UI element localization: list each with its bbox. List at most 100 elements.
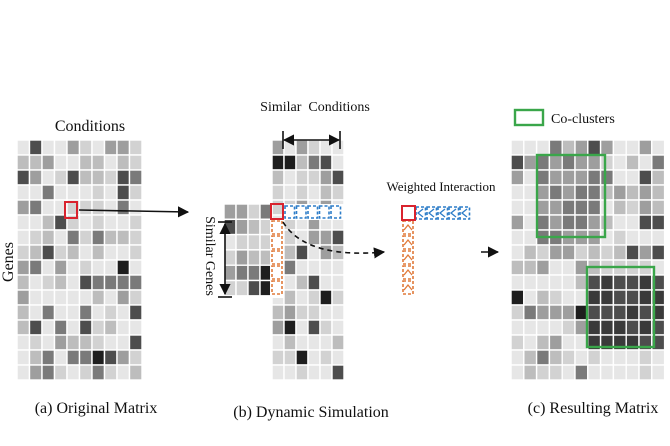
matrix-cell — [41, 259, 56, 276]
result-cell — [599, 139, 615, 156]
matrix-cell — [53, 334, 68, 351]
matrix-cell — [66, 154, 81, 171]
matrix-cell — [78, 334, 93, 351]
matrix-cell — [28, 334, 43, 351]
result-cell — [574, 244, 589, 261]
result-cell — [535, 304, 551, 321]
cross-cell — [331, 184, 345, 201]
result-cell — [651, 199, 666, 216]
matrix-cell — [128, 154, 143, 171]
result-cell — [638, 229, 653, 246]
cross-cell — [307, 229, 321, 246]
result-cell — [599, 349, 615, 366]
matrix-cell — [128, 244, 143, 261]
result-cell — [574, 184, 589, 201]
result-cell — [523, 184, 538, 201]
result-cell — [523, 334, 538, 351]
result-cell — [651, 349, 666, 366]
similar-conditions-strip — [282, 204, 344, 220]
cross-cell — [331, 259, 345, 276]
matrix-cell — [28, 274, 43, 291]
result-cell — [638, 319, 653, 336]
similar-genes-label: Similar Genes — [202, 216, 217, 296]
result-cell — [548, 274, 563, 291]
matrix-cell — [116, 304, 131, 321]
result-cell — [574, 154, 589, 171]
result-cell — [574, 169, 589, 186]
result-cell — [599, 199, 615, 216]
result-cell — [599, 364, 615, 381]
cross-cell — [295, 244, 309, 261]
matrix-cell — [128, 229, 143, 246]
matrix-cell — [116, 289, 131, 306]
matrix-cell — [78, 169, 93, 186]
matrix-cell — [28, 229, 43, 246]
result-cell — [561, 349, 576, 366]
result-cell — [599, 169, 615, 186]
cross-cell — [271, 319, 285, 336]
result-cell — [548, 349, 563, 366]
weighted-focal-cell — [401, 205, 416, 221]
result-cell — [510, 364, 525, 381]
result-cell — [548, 139, 563, 156]
result-cell — [599, 304, 615, 321]
matrix-cell — [78, 229, 93, 246]
result-cell — [535, 139, 551, 156]
matrix-cell — [103, 199, 118, 216]
cross-cell — [307, 184, 321, 201]
matrix-cell — [91, 259, 106, 276]
result-cell — [523, 214, 538, 231]
result-cell — [638, 199, 653, 216]
matrix-cell — [116, 199, 131, 216]
matrix-cell — [53, 319, 68, 336]
matrix-cell — [41, 304, 56, 321]
cross-cell — [295, 334, 309, 351]
matrix-cell — [103, 244, 118, 261]
panel-c-resulting-matrix: Co-clusters (c) Resulting Matrix — [510, 108, 666, 417]
matrix-cell — [78, 214, 93, 231]
cross-cell — [319, 229, 333, 246]
cross-cell — [283, 289, 297, 306]
weight-arrow-mark — [403, 283, 413, 291]
matrix-cell — [78, 244, 93, 261]
cross-cell — [319, 274, 333, 291]
co-cluster-legend-label: Co-clusters — [551, 112, 615, 127]
matrix-cell — [91, 139, 106, 156]
result-cell — [523, 139, 538, 156]
result-cell — [651, 169, 666, 186]
matrix-cell — [116, 214, 131, 231]
result-cell — [548, 304, 563, 321]
matrix-cell — [103, 214, 118, 231]
result-cell — [510, 199, 525, 216]
cross-cell — [271, 304, 285, 321]
matrix-cell — [103, 334, 118, 351]
weight-arrow-mark — [449, 208, 457, 218]
cross-cell — [295, 319, 309, 336]
weight-arrow-mark — [403, 223, 413, 231]
matrix-cell — [28, 139, 43, 156]
matrix-cell — [103, 319, 118, 336]
result-cell — [510, 214, 525, 231]
matrix-cell — [103, 349, 118, 366]
result-cell — [612, 304, 627, 321]
matrix-cell — [41, 334, 56, 351]
matrix-cell — [78, 364, 93, 381]
result-cell — [599, 184, 615, 201]
result-cell — [612, 274, 627, 291]
result-cell — [548, 169, 563, 186]
result-cell — [612, 319, 627, 336]
weighted-condition-cell — [448, 206, 460, 220]
matrix-cell — [128, 274, 143, 291]
result-cell — [510, 304, 525, 321]
matrix-cell — [66, 274, 81, 291]
result-cell — [535, 319, 551, 336]
result-cell — [587, 169, 602, 186]
matrix-cell — [16, 364, 31, 381]
cross-cell — [295, 184, 309, 201]
matrix-cell — [116, 349, 131, 366]
similar-conditions-label: Similar Conditions — [260, 100, 370, 115]
result-cell — [561, 154, 576, 171]
weighted-condition-cell — [426, 206, 438, 220]
result-cell — [561, 334, 576, 351]
cross-cell — [331, 364, 345, 381]
